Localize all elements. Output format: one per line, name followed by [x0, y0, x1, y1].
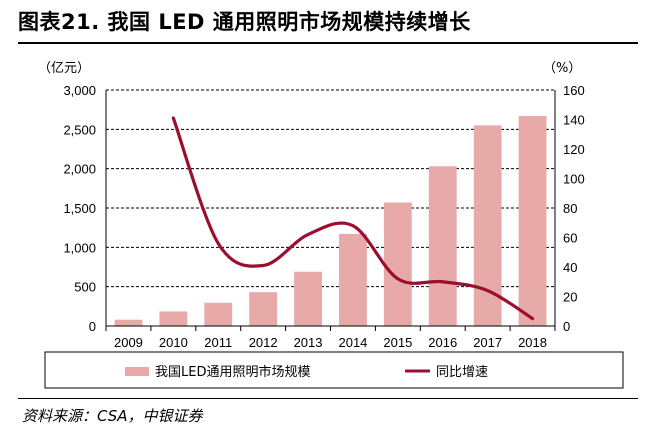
x-tick-label: 2014	[338, 335, 367, 350]
x-tick-label: 2011	[204, 335, 232, 350]
y-right-tick-label: 80	[563, 201, 577, 216]
x-tick-label: 2010	[159, 335, 188, 350]
y-right-tick-label: 160	[563, 83, 585, 98]
bar-2017	[473, 125, 502, 327]
bar-series	[114, 115, 547, 327]
axes	[105, 90, 556, 331]
legend-bar-label: 我国LED通用照明市场规模	[155, 364, 310, 380]
y-right-tick-label: 40	[563, 260, 577, 275]
y-left-tick-label: 0	[89, 319, 96, 334]
x-tick-label: 2013	[294, 335, 323, 350]
bar-2018	[518, 115, 547, 327]
figure-title: 图表21. 我国 LED 通用照明市场规模持续增长	[18, 10, 471, 34]
y-left-tick-label: 1,000	[63, 240, 96, 255]
x-tick-label: 2016	[428, 335, 457, 350]
y-right-tick-label: 140	[563, 113, 585, 128]
bar-2010	[159, 311, 188, 326]
y-left-tick-label: 2,000	[63, 162, 96, 177]
bar-2016	[428, 166, 457, 326]
bar-2015	[383, 202, 412, 326]
growth-line	[171, 116, 535, 321]
bar-2013	[294, 271, 322, 326]
bar-2011	[204, 302, 233, 326]
x-tick-label: 2017	[473, 335, 502, 350]
legend-line-label: 同比增速	[436, 365, 488, 380]
x-tick-label: 2012	[249, 335, 278, 350]
bar-2014	[339, 233, 367, 326]
line-series	[171, 116, 535, 321]
left-axis-unit: （亿元）	[38, 61, 90, 76]
bar-2009	[114, 319, 143, 326]
y-right-tick-label: 20	[563, 290, 577, 305]
legend-bar-swatch	[125, 367, 149, 376]
legend-box	[44, 351, 624, 389]
x-tick-label: 2009	[114, 335, 143, 350]
y-right-tick-label: 120	[563, 142, 585, 157]
x-tick-label: 2015	[383, 335, 412, 350]
tick-labels: 0 500 1,000 1,500 2,000 2,500 3,000 0 20 40 60 80 10…	[63, 83, 584, 350]
x-tick-label: 2018	[518, 335, 547, 350]
right-axis-unit: （%）	[543, 61, 581, 76]
y-right-tick-label: 60	[563, 231, 577, 246]
y-left-tick-label: 2,500	[63, 122, 96, 137]
source-note: 资料来源：CSA，中银证券	[22, 407, 203, 425]
y-right-tick-label: 0	[563, 319, 570, 334]
y-left-tick-label: 3,000	[63, 83, 96, 98]
source-divider	[18, 398, 638, 399]
y-left-tick-label: 1,500	[63, 201, 96, 216]
bar-2012	[249, 292, 278, 326]
y-right-tick-label: 100	[563, 172, 585, 187]
figure-title-bar: 图表21. 我国 LED 通用照明市场规模持续增长	[18, 0, 638, 44]
y-left-tick-label: 500	[74, 280, 96, 295]
